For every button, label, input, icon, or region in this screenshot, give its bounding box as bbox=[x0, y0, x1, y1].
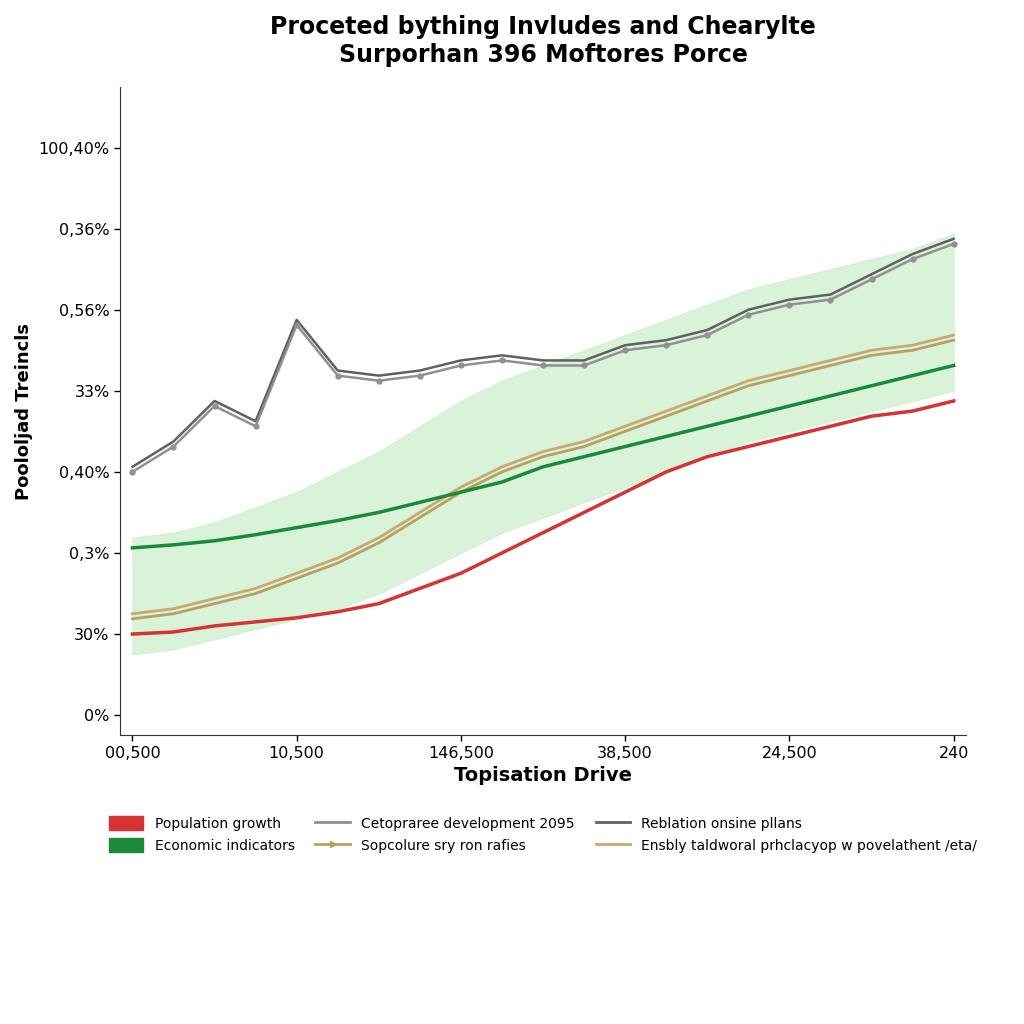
Legend: Population growth, Economic indicators, Cetopraree development 2095, Sopcolure s: Population growth, Economic indicators, … bbox=[103, 810, 983, 858]
X-axis label: Topisation Drive: Topisation Drive bbox=[454, 766, 632, 785]
Y-axis label: Poololjad Treincls: Poololjad Treincls bbox=[15, 323, 33, 500]
Title: Proceted bything Invludes and Chearylte
Surporhan 396 Moftores Porce: Proceted bything Invludes and Chearylte … bbox=[270, 15, 816, 67]
